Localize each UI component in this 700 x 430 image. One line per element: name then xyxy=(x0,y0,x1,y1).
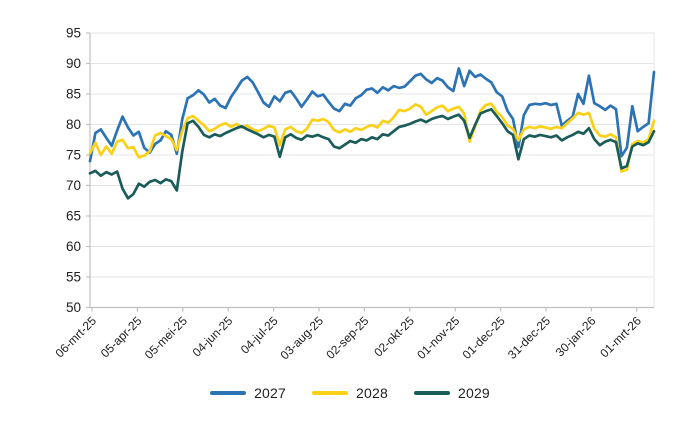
svg-text:50: 50 xyxy=(66,300,81,315)
svg-text:95: 95 xyxy=(66,26,81,41)
legend-item-2028: 2028 xyxy=(312,385,388,401)
svg-text:05-mei-25: 05-mei-25 xyxy=(142,313,190,361)
svg-text:01-nov-25: 01-nov-25 xyxy=(414,313,462,361)
svg-text:55: 55 xyxy=(66,270,81,285)
svg-text:04-jun-25: 04-jun-25 xyxy=(190,313,236,359)
svg-text:05-apr-25: 05-apr-25 xyxy=(98,313,145,360)
svg-text:60: 60 xyxy=(66,239,81,254)
series-2028-swatch xyxy=(312,391,349,395)
svg-text:01-dec-25: 01-dec-25 xyxy=(460,313,508,361)
series-2028-label: 2028 xyxy=(356,385,388,401)
svg-text:90: 90 xyxy=(66,56,81,71)
svg-text:75: 75 xyxy=(66,148,81,163)
svg-text:31-dec-25: 31-dec-25 xyxy=(505,313,553,361)
series-2027-swatch xyxy=(210,391,247,395)
series-2029-swatch xyxy=(413,391,450,395)
svg-text:03-aug-25: 03-aug-25 xyxy=(278,313,327,362)
svg-text:80: 80 xyxy=(66,117,81,132)
svg-text:06-mrt-25: 06-mrt-25 xyxy=(52,313,99,360)
legend-item-2029: 2029 xyxy=(413,385,490,401)
series-2027-label: 2027 xyxy=(254,385,287,401)
svg-text:04-jul-25: 04-jul-25 xyxy=(238,313,281,356)
svg-text:70: 70 xyxy=(66,178,81,193)
series-2029-label: 2029 xyxy=(457,385,490,401)
svg-text:02-okt-25: 02-okt-25 xyxy=(371,313,417,359)
svg-text:85: 85 xyxy=(66,87,81,102)
legend-item-2027: 2027 xyxy=(210,385,286,401)
svg-text:01-mrt-26: 01-mrt-26 xyxy=(597,313,644,360)
svg-text:02-sep-25: 02-sep-25 xyxy=(323,313,371,361)
chart-legend: 2027 2028 2029 xyxy=(0,385,700,401)
svg-text:65: 65 xyxy=(66,209,81,224)
svg-text:30-jan-26: 30-jan-26 xyxy=(553,313,599,359)
